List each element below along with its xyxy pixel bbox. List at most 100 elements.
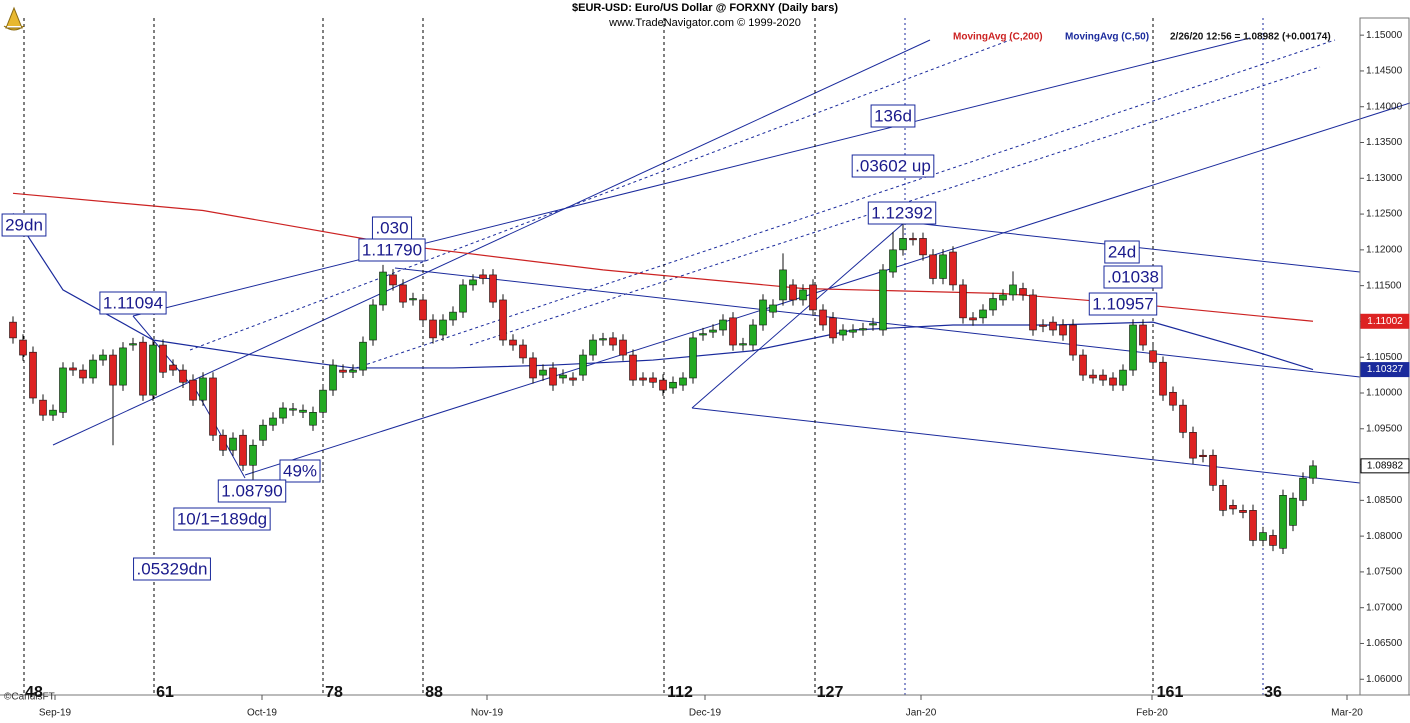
candle-body (479, 274, 487, 279)
legend-entry: MovingAvg (C,200) (953, 32, 1043, 43)
y-tick-label: 1.12000 (1366, 244, 1403, 255)
cycle-label: 161 (1157, 684, 1184, 701)
candle-body (1099, 374, 1107, 381)
candle-body (139, 341, 147, 396)
x-tick-label: Sep-19 (39, 708, 72, 719)
price-tag-label: 1.10327 (1367, 364, 1404, 375)
candle-body (769, 304, 777, 313)
candle-body (1139, 324, 1147, 346)
candle-body (379, 271, 387, 306)
candle-body (629, 354, 637, 381)
candle-body (79, 369, 87, 379)
x-tick-label: Dec-19 (689, 708, 722, 719)
candle-body (279, 407, 287, 419)
annotation-box (279, 459, 321, 483)
candle-body (979, 309, 987, 319)
candle-body (599, 338, 607, 341)
candle-body (1279, 495, 1287, 549)
x-tick-label: Nov-19 (471, 708, 504, 719)
candle-body (1269, 535, 1277, 546)
candle-body (1069, 324, 1077, 356)
candle-body (409, 298, 417, 301)
candle-body (669, 381, 677, 389)
candle-body (1199, 454, 1207, 457)
y-tick-label: 1.13000 (1366, 173, 1403, 184)
candle-body (309, 412, 317, 426)
cycle-label: 36 (1264, 684, 1282, 701)
candle-body (999, 294, 1007, 301)
candle-body (39, 399, 47, 416)
candle-body (29, 351, 37, 399)
candle-body (469, 279, 477, 286)
candle-body (109, 354, 117, 386)
candle-body (1249, 510, 1257, 541)
cycle-label: 48 (25, 684, 43, 701)
candle-body (189, 379, 197, 401)
candle-body (219, 434, 227, 451)
candle-body (1259, 532, 1267, 541)
candle-body (49, 409, 57, 416)
annotation: 1.10957 (1092, 294, 1153, 313)
moving-average (12, 213, 1314, 371)
candle-body (549, 367, 557, 386)
candle-body (859, 328, 867, 331)
candle-body (819, 309, 827, 326)
cycle-label: 127 (817, 684, 844, 701)
cycle-label: 61 (156, 684, 174, 701)
candle-body (439, 319, 447, 336)
candle-body (759, 299, 767, 326)
y-tick-label: 1.06000 (1366, 674, 1403, 685)
annotation: 49% (283, 461, 317, 480)
price-tag (1360, 458, 1410, 474)
candle-body (269, 417, 277, 426)
y-tick-label: 1.06500 (1366, 638, 1403, 649)
candle-body (799, 289, 807, 301)
candle-body (239, 434, 247, 466)
candle-body (1029, 294, 1037, 331)
y-tick-label: 1.08500 (1366, 495, 1403, 506)
annotation-box (1103, 265, 1163, 289)
y-tick-label: 1.07000 (1366, 602, 1403, 613)
annotation: 24d (1108, 242, 1136, 261)
y-tick-label: 1.10000 (1366, 388, 1403, 399)
annotation: 1.11790 (362, 240, 422, 259)
candle-body (1219, 485, 1227, 511)
candle-body (299, 409, 307, 413)
candle-body (709, 329, 717, 333)
candle-body (349, 369, 357, 373)
candle-body (1059, 324, 1067, 336)
y-tick-label: 1.14500 (1366, 66, 1403, 77)
x-tick-label: Jan-20 (906, 708, 937, 719)
y-tick-label: 1.11500 (1366, 280, 1402, 291)
candle-body (679, 377, 687, 386)
candle-body (1309, 465, 1317, 479)
candle-body (529, 357, 537, 379)
candle-body (969, 317, 977, 321)
annotation-box (870, 104, 916, 128)
candle-body (639, 377, 647, 381)
candle-body (399, 284, 407, 303)
y-tick-label: 1.12500 (1366, 209, 1403, 220)
candle-body (329, 364, 337, 391)
candle-body (869, 323, 877, 326)
annotation: 10/1=189dg (177, 509, 267, 528)
candle-body (1239, 510, 1247, 513)
annotation-box (851, 154, 935, 178)
annotation: 1.11094 (103, 293, 163, 312)
candle-body (579, 354, 587, 376)
candle-body (779, 269, 787, 301)
cycle-label: 112 (667, 684, 693, 701)
annotation: 29dn (5, 215, 43, 234)
annotation: 1.08790 (221, 481, 282, 500)
status: 2/26/20 12:56 = 1.08982 (+0.00174) (1170, 32, 1331, 43)
candle-body (1089, 374, 1097, 379)
candle-body (1019, 288, 1027, 296)
candle-body (19, 339, 27, 356)
candle-body (659, 379, 667, 391)
candle-body (199, 377, 207, 401)
candle-body (69, 367, 77, 371)
legend-entry: MovingAvg (C,50) (1065, 32, 1149, 43)
annotation-box (173, 507, 271, 531)
candle-body (179, 369, 187, 383)
candle-body (1299, 477, 1307, 501)
